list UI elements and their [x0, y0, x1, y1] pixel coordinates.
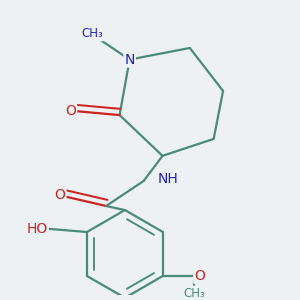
Text: CH₃: CH₃: [81, 27, 103, 40]
Text: CH₃: CH₃: [183, 287, 205, 300]
Text: O: O: [65, 104, 76, 118]
Text: HO: HO: [26, 222, 48, 236]
Text: O: O: [194, 269, 205, 283]
Text: O: O: [55, 188, 65, 202]
Text: N: N: [124, 52, 135, 67]
Text: NH: NH: [158, 172, 178, 186]
